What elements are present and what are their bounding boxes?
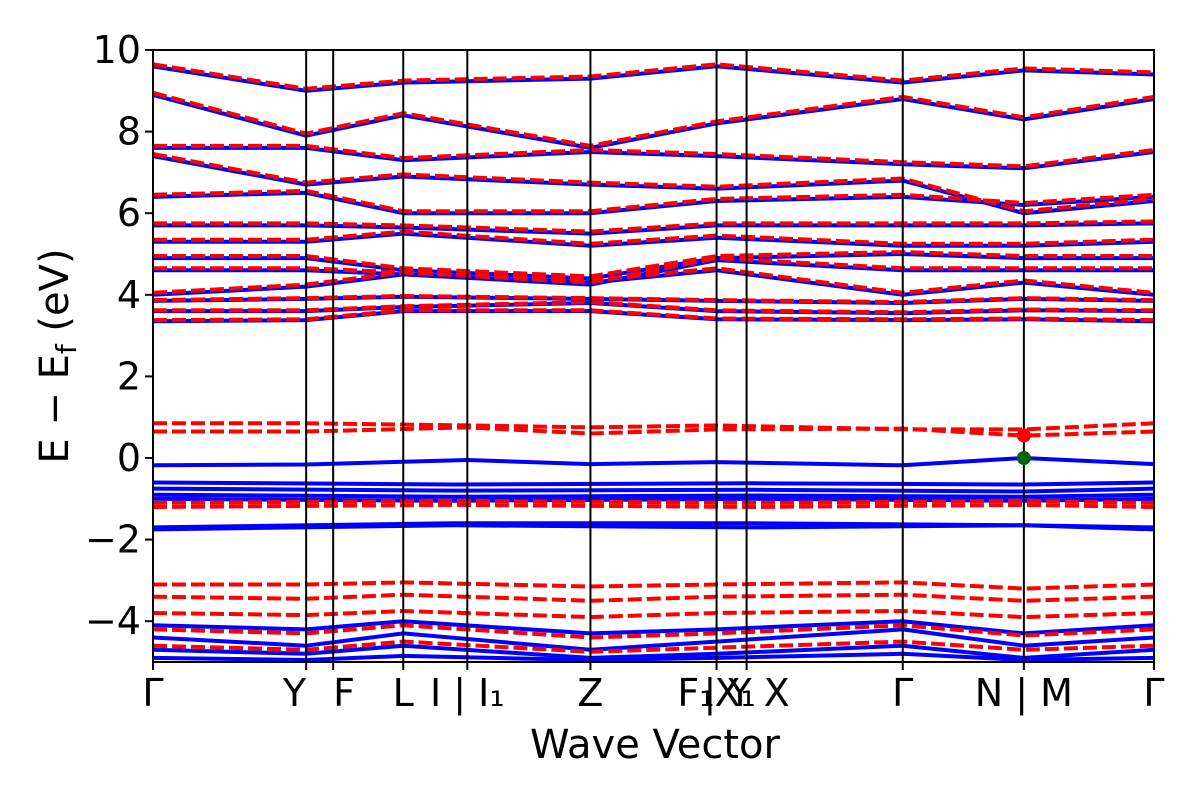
x-tick-label-4: I | I₁ bbox=[430, 671, 505, 716]
red-dashed-band-11 bbox=[153, 219, 1154, 234]
plot-frame bbox=[152, 49, 1155, 663]
red-dashed-band-13 bbox=[153, 152, 1154, 214]
red-dashed-band-15 bbox=[153, 90, 1154, 148]
y-axis-title-unit: (eV) bbox=[32, 248, 78, 344]
blue-solid-band-10 bbox=[153, 268, 1154, 297]
highlight-point-1 bbox=[1016, 451, 1031, 465]
y-tick-label-7: −4 bbox=[85, 599, 141, 643]
red-dashed-band-14 bbox=[153, 143, 1154, 169]
blue-solid-band-3 bbox=[153, 492, 1154, 499]
x-tick-label-0: Γ bbox=[142, 671, 163, 715]
red-dashed-band-17 bbox=[153, 580, 1154, 591]
highlight-point-0 bbox=[1016, 428, 1031, 443]
x-tick-label-2: F bbox=[333, 671, 355, 715]
y-axis-ticks: 10 8 6 4 2 0 −2 −4 bbox=[85, 28, 153, 643]
red-dashed-band-2 bbox=[153, 498, 1154, 505]
x-tick-label-8: Γ bbox=[892, 671, 913, 715]
red-dashed-band-6 bbox=[153, 294, 1154, 305]
high-symmetry-lines bbox=[305, 50, 1025, 662]
red-dashed-band-16 bbox=[153, 62, 1154, 91]
blue-solid-band-23 bbox=[153, 619, 1154, 636]
red-dashed-band-7 bbox=[153, 266, 1154, 295]
red-dashed-band-5 bbox=[153, 300, 1154, 315]
y-axis-title-subscript: f bbox=[50, 343, 83, 354]
x-tick-label-9: N | M bbox=[975, 671, 1073, 716]
y-tick-label-0: 10 bbox=[93, 28, 141, 72]
red-dashed-band-3 bbox=[153, 502, 1154, 509]
red-dashed-band-19 bbox=[153, 609, 1154, 620]
blue-solid-band-22 bbox=[153, 651, 1154, 662]
highlight-points bbox=[1016, 428, 1031, 465]
y-tick-label-4: 2 bbox=[117, 354, 141, 398]
y-axis-title: E − Ef (eV) bbox=[32, 248, 83, 463]
y-tick-label-3: 4 bbox=[117, 273, 141, 317]
red-dashed-band-20 bbox=[153, 623, 1154, 640]
x-tick-label-6: F₁X₁ bbox=[677, 671, 755, 715]
red-dashed-band-8 bbox=[153, 256, 1154, 285]
blue-solid-band-0 bbox=[153, 456, 1154, 468]
blue-solid-band-2 bbox=[153, 486, 1154, 494]
red-dashed-band-1 bbox=[153, 425, 1154, 438]
x-tick-label-3: L bbox=[393, 671, 414, 715]
y-tick-label-5: 0 bbox=[117, 436, 141, 480]
band-lines bbox=[153, 62, 1154, 662]
blue-solid-band-17 bbox=[153, 145, 1154, 171]
red-dashed-band-0 bbox=[153, 421, 1154, 432]
x-axis-title: Wave Vector bbox=[530, 722, 781, 768]
blue-solid-band-18 bbox=[153, 92, 1154, 150]
red-dashed-band-12 bbox=[153, 188, 1154, 214]
x-tick-label-1: Y bbox=[282, 671, 307, 715]
blue-solid-band-20 bbox=[153, 627, 1154, 652]
x-tick-label-10: Γ bbox=[1143, 671, 1164, 715]
y-tick-label-6: −2 bbox=[85, 518, 141, 562]
blue-solid-band-1 bbox=[153, 480, 1154, 487]
blue-solid-band-6 bbox=[153, 521, 1154, 530]
y-axis-title-main: E − E bbox=[32, 354, 78, 464]
y-tick-label-2: 6 bbox=[117, 191, 141, 235]
x-tick-label-7: | Y X bbox=[703, 671, 789, 716]
blue-solid-band-13 bbox=[153, 231, 1154, 248]
blue-solid-band-21 bbox=[153, 643, 1154, 660]
blue-solid-band-15 bbox=[153, 190, 1154, 216]
blue-solid-band-12 bbox=[153, 252, 1154, 281]
x-tick-label-5: Z bbox=[577, 671, 603, 715]
red-dashed-band-10 bbox=[153, 229, 1154, 246]
red-dashed-band-4 bbox=[153, 308, 1154, 323]
red-dashed-band-9 bbox=[153, 250, 1154, 279]
y-tick-label-1: 8 bbox=[117, 110, 141, 154]
red-dashed-band-21 bbox=[153, 639, 1154, 654]
red-dashed-band-18 bbox=[153, 592, 1154, 603]
